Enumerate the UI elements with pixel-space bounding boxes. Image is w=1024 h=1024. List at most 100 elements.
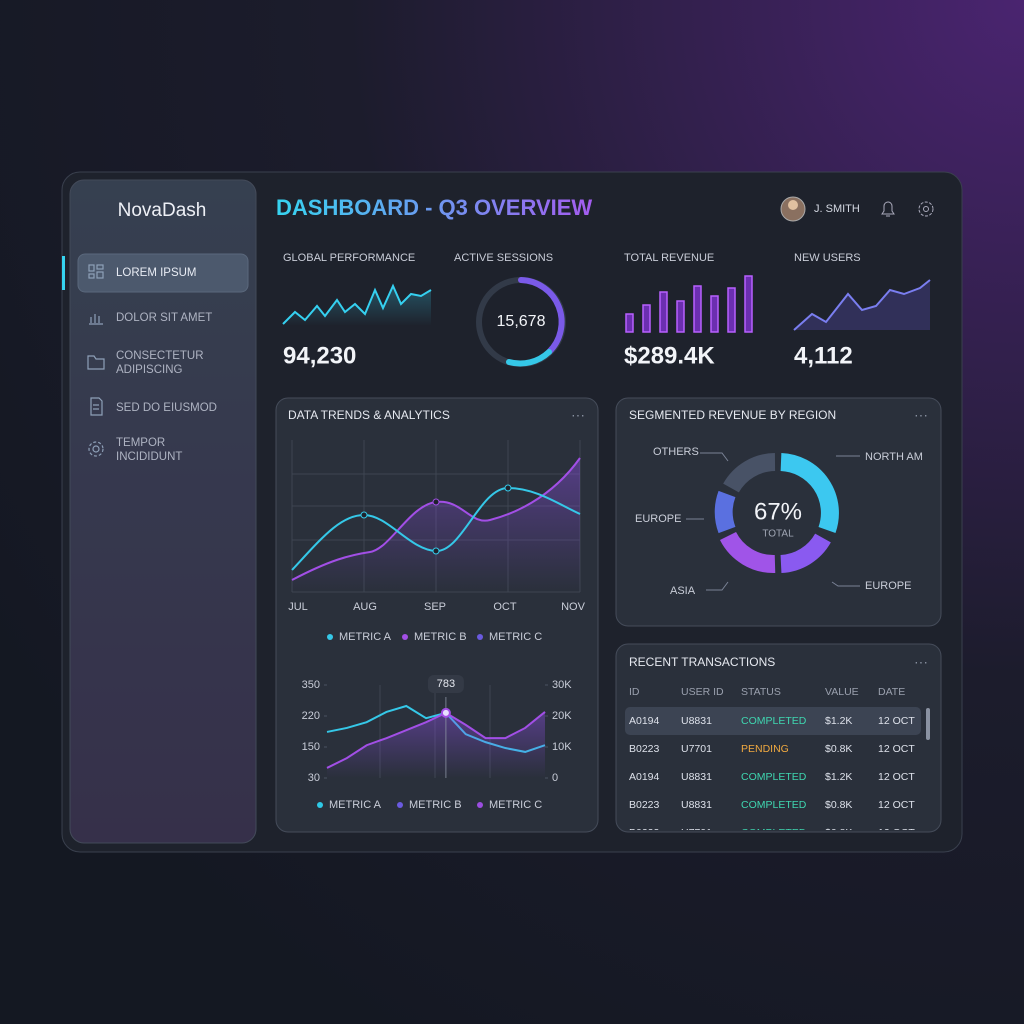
avatar-face: [788, 200, 798, 210]
card-title: RECENT TRANSACTIONS: [629, 655, 775, 669]
donut-label: TOTAL: [762, 529, 794, 540]
metrics-chart: 350 220 150 30 30K 20K 10K 0 783 METRIC A METRIC B…: [302, 675, 572, 811]
cell: U8831: [681, 799, 712, 811]
legend-label: METRIC A: [329, 799, 382, 811]
y2-tick-label: 30K: [552, 679, 572, 691]
y2-tick-label: 10K: [552, 741, 572, 753]
cell: B0223: [629, 827, 660, 839]
y2-tick-label: 20K: [552, 710, 572, 722]
more-button[interactable]: ···: [914, 407, 928, 423]
nav-item[interactable]: TEMPOR INCIDIDUNT: [116, 437, 183, 463]
active-item-bg[interactable]: [77, 253, 249, 293]
card-title: DATA TRENDS & ANALYTICS: [288, 408, 450, 422]
legend-label: METRIC C: [489, 799, 542, 811]
nav-item[interactable]: CONSECTETUR ADIPISCING: [116, 350, 204, 376]
trend-point: [504, 484, 512, 492]
metric-line: [326, 711, 546, 769]
sparkline: [282, 283, 432, 325]
tooltip: [427, 675, 464, 693]
card-title: SEGMENTED REVENUE BY REGION: [629, 408, 836, 422]
nav-item[interactable]: LOREM IPSUM: [116, 267, 197, 279]
kpi-label: ACTIVE SESSIONS: [454, 252, 553, 264]
active-indicator: [62, 256, 65, 290]
scrollbar[interactable]: [926, 708, 930, 740]
cell: U7701: [681, 827, 712, 839]
cell: U7701: [681, 743, 712, 755]
trend-point: [432, 547, 440, 555]
revenue-bars: [625, 275, 753, 333]
users-line: [793, 279, 931, 331]
region-label: ASIA: [670, 585, 696, 597]
x-label: NOV: [561, 601, 586, 613]
column-header: STATUS: [741, 686, 781, 698]
user-name[interactable]: J. SMITH: [814, 203, 860, 215]
cell: 12 OCT: [878, 743, 915, 755]
legend-label: METRIC B: [409, 799, 462, 811]
sidebar: [69, 179, 257, 844]
cell: A0194: [629, 715, 660, 727]
donut-value: 67%: [754, 498, 802, 525]
y-tick-label: 220: [302, 710, 320, 722]
y-tick-label: 30: [308, 772, 320, 784]
column-header: DATE: [878, 686, 905, 698]
page-title: DASHBOARD - Q3 OVERVIEW: [276, 195, 592, 220]
bell-icon[interactable]: [881, 201, 895, 217]
cell: U8831: [681, 715, 712, 727]
legend-label: METRIC B: [414, 631, 467, 643]
x-label: AUG: [353, 601, 377, 613]
legend-dot: [327, 634, 333, 640]
x-label: JUL: [288, 601, 308, 613]
more-button[interactable]: ···: [571, 407, 585, 423]
transactions-table: ID USER ID STATUS VALUE DATE A0194 U8831 COMPLE…: [629, 686, 915, 839]
nav-item[interactable]: DOLOR SIT AMET: [116, 312, 213, 324]
kpi-label: GLOBAL PERFORMANCE: [283, 252, 415, 264]
region-label: OTHERS: [653, 446, 699, 458]
region-card: [615, 397, 942, 627]
kpi-value: $289.4K: [624, 342, 715, 369]
region-label: EUROPE: [635, 513, 681, 525]
cell: A0194: [629, 771, 660, 783]
cell: B0223: [629, 799, 660, 811]
hover-point: [440, 707, 451, 718]
y-tick-label: 150: [302, 741, 320, 753]
cell: B0223: [629, 743, 660, 755]
label-leaders: [686, 452, 860, 591]
cell: 12 OCT: [878, 827, 915, 839]
trend-point: [360, 511, 368, 519]
cell: $1.2K: [825, 771, 852, 783]
legend-dot: [477, 634, 483, 640]
nav-icons: [87, 264, 105, 457]
cell: PENDING: [741, 743, 789, 755]
nav-item[interactable]: SED DO EIUSMOD: [116, 402, 217, 414]
legend-label: METRIC C: [489, 631, 542, 643]
gauge-arc: [518, 277, 565, 355]
gear-center: [923, 206, 929, 212]
cell: 12 OCT: [878, 715, 915, 727]
x-label: SEP: [424, 601, 446, 613]
column-header: ID: [629, 686, 640, 698]
cell: $0.8K: [825, 827, 852, 839]
kpi-value: 15,678: [497, 313, 546, 330]
region-label: NORTH AM: [865, 451, 923, 463]
y2-tick-label: 0: [552, 772, 558, 784]
gear-icon[interactable]: [918, 201, 934, 217]
legend-dot: [477, 802, 483, 808]
region-label: EUROPE: [865, 580, 911, 592]
legend-dot: [402, 634, 408, 640]
legend-dot: [397, 802, 403, 808]
kpi-value: 94,230: [283, 342, 356, 369]
region-donut: [714, 453, 839, 573]
brand: NovaDash: [118, 200, 207, 221]
row-highlight: [625, 707, 921, 735]
cell: $0.8K: [825, 743, 852, 755]
kpi-label: TOTAL REVENUE: [624, 252, 714, 264]
legend-label: METRIC A: [339, 631, 392, 643]
column-header: VALUE: [825, 686, 859, 698]
more-button[interactable]: ···: [914, 654, 928, 670]
kpi-label: NEW USERS: [794, 252, 861, 264]
cell: COMPLETED: [741, 715, 807, 727]
kpi-value: 4,112: [794, 342, 853, 369]
cell: 12 OCT: [878, 799, 915, 811]
cell: $1.2K: [825, 715, 852, 727]
